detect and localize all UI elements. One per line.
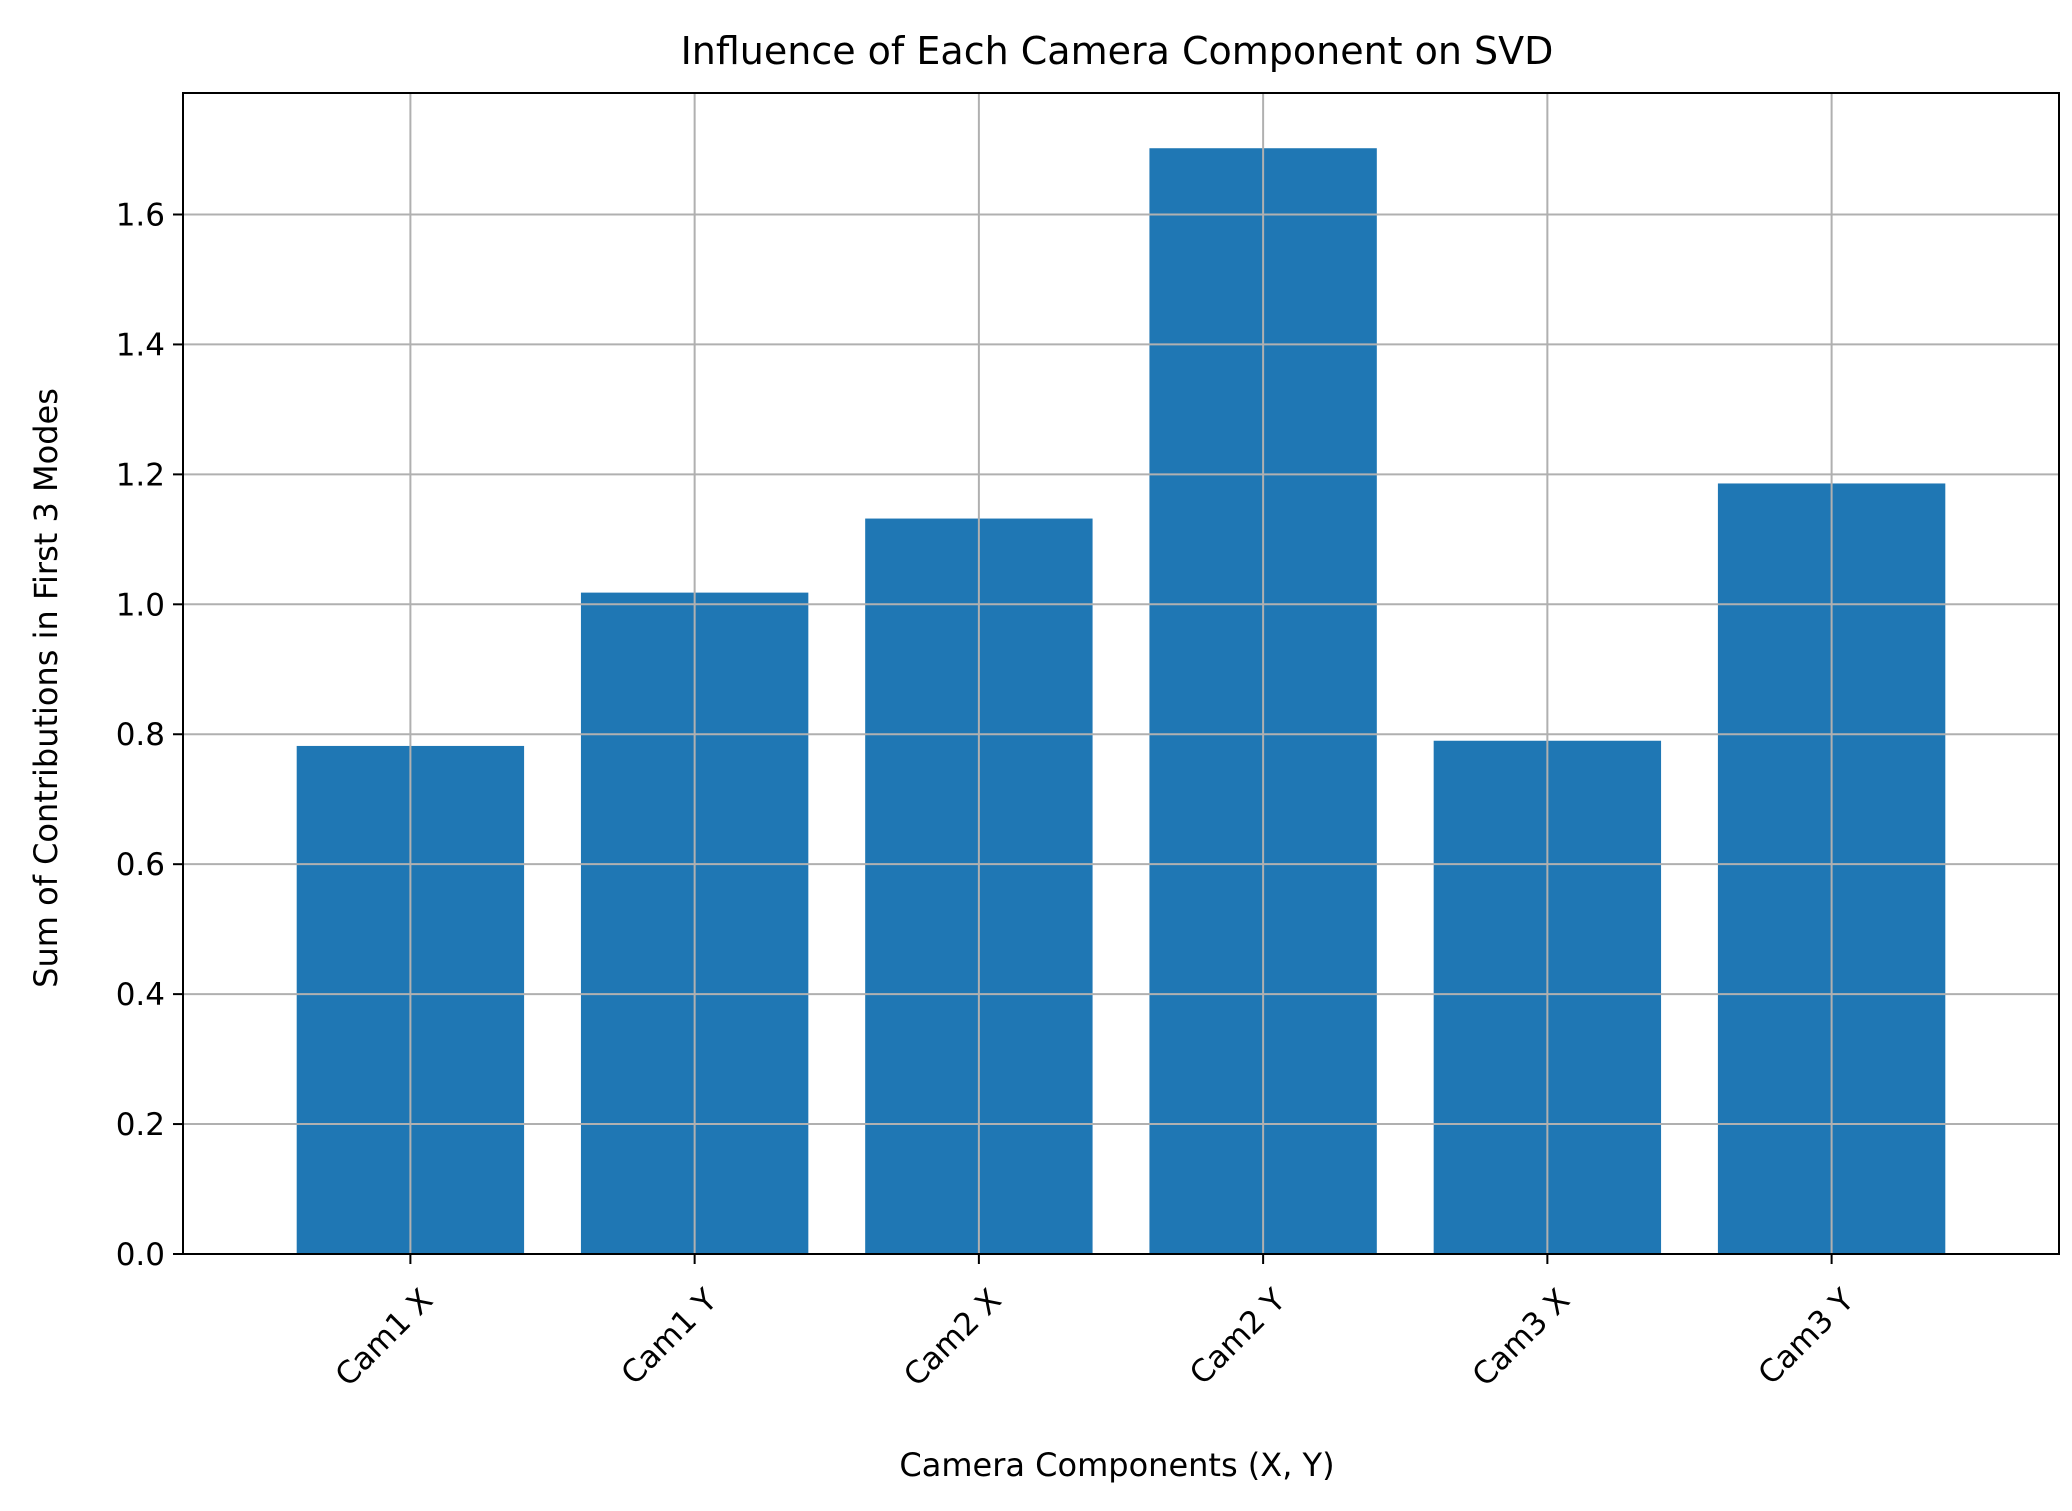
- y-tick-label: 0.2: [116, 1107, 165, 1143]
- x-axis-label: Camera Components (X, Y): [899, 1446, 1334, 1484]
- y-tick-label: 1.0: [116, 587, 165, 623]
- y-axis-ticks: 0.0 0.2 0.4 0.6 0.8 1.0 1.2 1.4 1.6: [116, 197, 183, 1273]
- y-axis-label: Sum of Contributions in First 3 Modes: [27, 388, 65, 988]
- y-tick-label: 1.6: [116, 197, 165, 233]
- chart-title: Influence of Each Camera Component on SV…: [681, 29, 1554, 73]
- y-tick-label: 1.2: [116, 457, 165, 493]
- y-tick-label: 0.0: [116, 1237, 165, 1273]
- y-tick-label: 0.8: [116, 717, 165, 753]
- plot-area-frame: [182, 92, 2060, 1255]
- y-tick-label: 0.6: [116, 847, 165, 883]
- y-tick-label: 0.4: [116, 977, 165, 1013]
- y-tick-label: 1.4: [116, 327, 165, 363]
